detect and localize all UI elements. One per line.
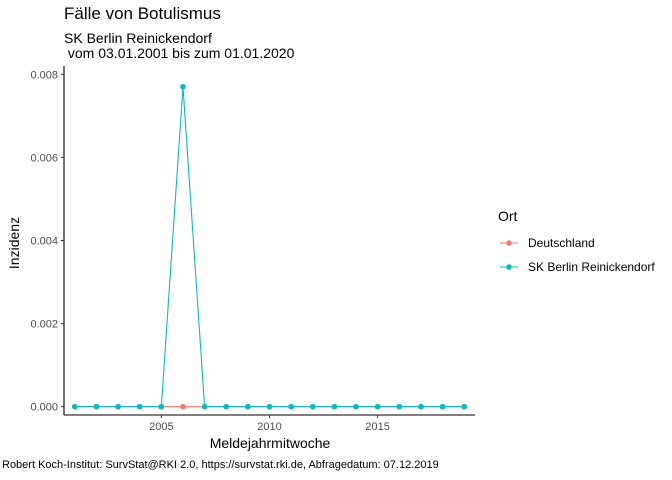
data-point-deutschland (180, 403, 186, 410)
data-point-sk-berlin-reinickendorf (331, 403, 338, 410)
legend-key-deutschland (500, 240, 518, 246)
series-line-sk-berlin-reinickendorf (74, 86, 465, 408)
x-axis-label: Meldejahrmitwoche (209, 435, 331, 451)
y-tick-label: 0.006 (30, 152, 58, 164)
y-tick-label: 0.008 (30, 69, 58, 81)
data-point-sk-berlin-reinickendorf (223, 403, 230, 410)
y-tick-label: 0.000 (30, 402, 58, 414)
data-point-sk-berlin-reinickendorf (439, 403, 446, 410)
data-point-sk-berlin-reinickendorf (266, 403, 273, 410)
data-point-sk-berlin-reinickendorf (396, 403, 403, 410)
source-caption: Robert Koch-Institut: SurvStat@RKI 2.0, … (2, 459, 439, 471)
legend-key-sk-berlin-reinickendorf (500, 264, 518, 270)
data-point-sk-berlin-reinickendorf (353, 403, 359, 410)
x-tick-label: 2010 (257, 421, 281, 433)
data-point-sk-berlin-reinickendorf (461, 403, 467, 410)
legend-item-sk-berlin-reinickendorf: SK Berlin Reinickendorf (498, 257, 655, 277)
legend-item-deutschland: Deutschland (498, 233, 595, 253)
data-point-sk-berlin-reinickendorf (72, 403, 78, 410)
data-point-sk-berlin-reinickendorf (288, 403, 294, 410)
data-point-sk-berlin-reinickendorf (245, 403, 251, 410)
y-tick-label: 0.004 (30, 236, 58, 248)
x-tick-label: 2005 (149, 421, 173, 433)
y-tick-label: 0.002 (30, 319, 58, 331)
x-tick-label: 2015 (365, 421, 389, 433)
data-point-sk-berlin-reinickendorf (115, 403, 121, 410)
data-point-sk-berlin-reinickendorf (180, 83, 186, 90)
data-point-sk-berlin-reinickendorf (309, 403, 316, 410)
chart-subtitle: SK Berlin Reinickendorf vom 03.01.2001 b… (64, 30, 295, 61)
data-point-sk-berlin-reinickendorf (201, 403, 208, 410)
data-point-sk-berlin-reinickendorf (418, 403, 424, 410)
data-point-sk-berlin-reinickendorf (93, 403, 100, 410)
legend-title: Ort (498, 208, 518, 224)
legend-label-deutschland: Deutschland (528, 236, 595, 250)
y-axis-label: Inzidenz (6, 216, 22, 270)
data-point-sk-berlin-reinickendorf (136, 403, 143, 410)
chart-title: Fälle von Botulismus (64, 4, 221, 23)
data-point-sk-berlin-reinickendorf (374, 403, 381, 410)
legend-label-sk-berlin-reinickendorf: SK Berlin Reinickendorf (528, 260, 655, 274)
data-point-sk-berlin-reinickendorf (158, 403, 165, 410)
